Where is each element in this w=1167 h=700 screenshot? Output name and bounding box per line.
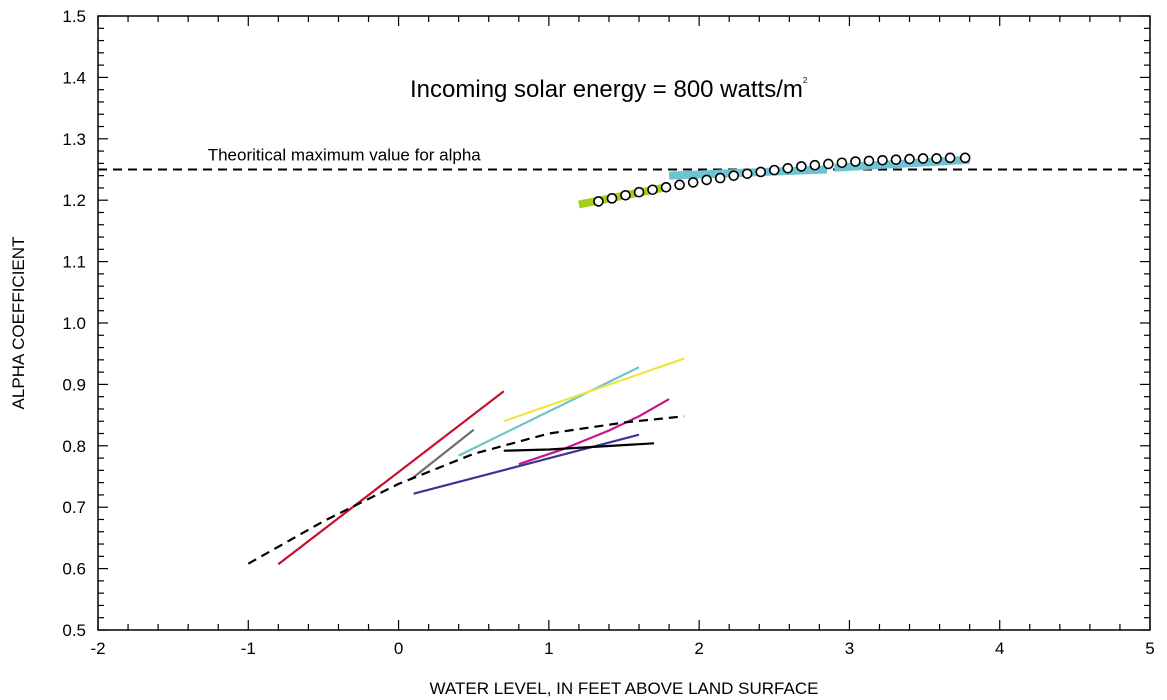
data-point bbox=[782, 162, 794, 174]
x-tick-label: 1 bbox=[544, 639, 553, 658]
data-point bbox=[701, 174, 712, 186]
data-point bbox=[863, 155, 875, 167]
data-point bbox=[944, 152, 956, 164]
y-tick-label: 0.7 bbox=[62, 498, 86, 517]
y-tick-label: 1.4 bbox=[62, 68, 86, 87]
data-point bbox=[809, 159, 821, 171]
series-7-line bbox=[247, 415, 685, 565]
plot-content: Theoritical maximum value for alpha bbox=[98, 145, 1150, 566]
series-5-line bbox=[413, 433, 640, 495]
data-point bbox=[917, 153, 929, 164]
data-point bbox=[823, 158, 834, 170]
y-tick-label: 0.8 bbox=[62, 437, 86, 456]
chart-title-superscript: 2 bbox=[803, 76, 808, 85]
x-tick-label: 5 bbox=[1145, 639, 1154, 658]
y-tick-label: 0.6 bbox=[62, 560, 86, 579]
data-point bbox=[660, 182, 672, 193]
x-tick-label: 4 bbox=[995, 639, 1004, 658]
y-tick-label: 1.2 bbox=[62, 191, 86, 210]
data-point bbox=[606, 193, 618, 204]
data-point bbox=[674, 179, 685, 191]
data-point bbox=[714, 172, 726, 184]
data-point bbox=[904, 153, 915, 165]
series-2-line bbox=[458, 366, 640, 457]
axis-ticks: -2 -1 0 1 2 3 4 5 0.5 0.6 0.7 0.8 0.9 1.0 1.1 1.2 1.3 1.4… bbox=[62, 7, 1154, 658]
series-6-line bbox=[503, 442, 655, 452]
data-point bbox=[633, 186, 645, 198]
x-tick-label: -1 bbox=[241, 639, 256, 658]
data-point bbox=[796, 161, 807, 172]
x-tick-label: -2 bbox=[90, 639, 105, 658]
series-0-line bbox=[277, 390, 505, 566]
y-tick-label: 1.1 bbox=[62, 253, 86, 272]
series-3-line bbox=[503, 357, 685, 423]
plot-area-frame bbox=[97, 15, 1151, 631]
data-point bbox=[728, 170, 740, 181]
y-tick-label: 1.3 bbox=[62, 130, 86, 149]
series-4-line bbox=[518, 398, 670, 466]
data-point bbox=[768, 164, 780, 176]
data-point bbox=[931, 153, 942, 164]
series-1-line bbox=[409, 428, 475, 481]
data-point bbox=[741, 168, 753, 180]
series-11-markers bbox=[593, 152, 971, 207]
y-tick-label: 1.5 bbox=[62, 7, 86, 26]
y-axis-title: ALPHA COEFFICIENT bbox=[9, 237, 28, 410]
data-point bbox=[647, 184, 658, 196]
x-axis-title: WATER LEVEL, IN FEET ABOVE LAND SURFACE bbox=[430, 679, 819, 698]
annotation-0: Theoritical maximum value for alpha bbox=[208, 145, 482, 164]
data-point bbox=[890, 154, 902, 165]
x-tick-label: 3 bbox=[845, 639, 854, 658]
data-point bbox=[593, 196, 604, 207]
y-tick-label: 0.9 bbox=[62, 375, 86, 394]
data-point bbox=[959, 152, 971, 164]
data-point bbox=[620, 189, 631, 201]
y-tick-label: 1.0 bbox=[62, 314, 86, 333]
y-tick-label: 0.5 bbox=[62, 621, 86, 640]
data-point bbox=[687, 177, 699, 188]
data-point bbox=[850, 156, 861, 167]
chart-title: Incoming solar energy = 800 watts/m2 bbox=[410, 76, 808, 103]
x-tick-label: 0 bbox=[394, 639, 403, 658]
data-point bbox=[755, 166, 767, 178]
data-point bbox=[836, 157, 848, 169]
x-tick-label: 2 bbox=[694, 639, 703, 658]
data-point bbox=[877, 154, 888, 166]
